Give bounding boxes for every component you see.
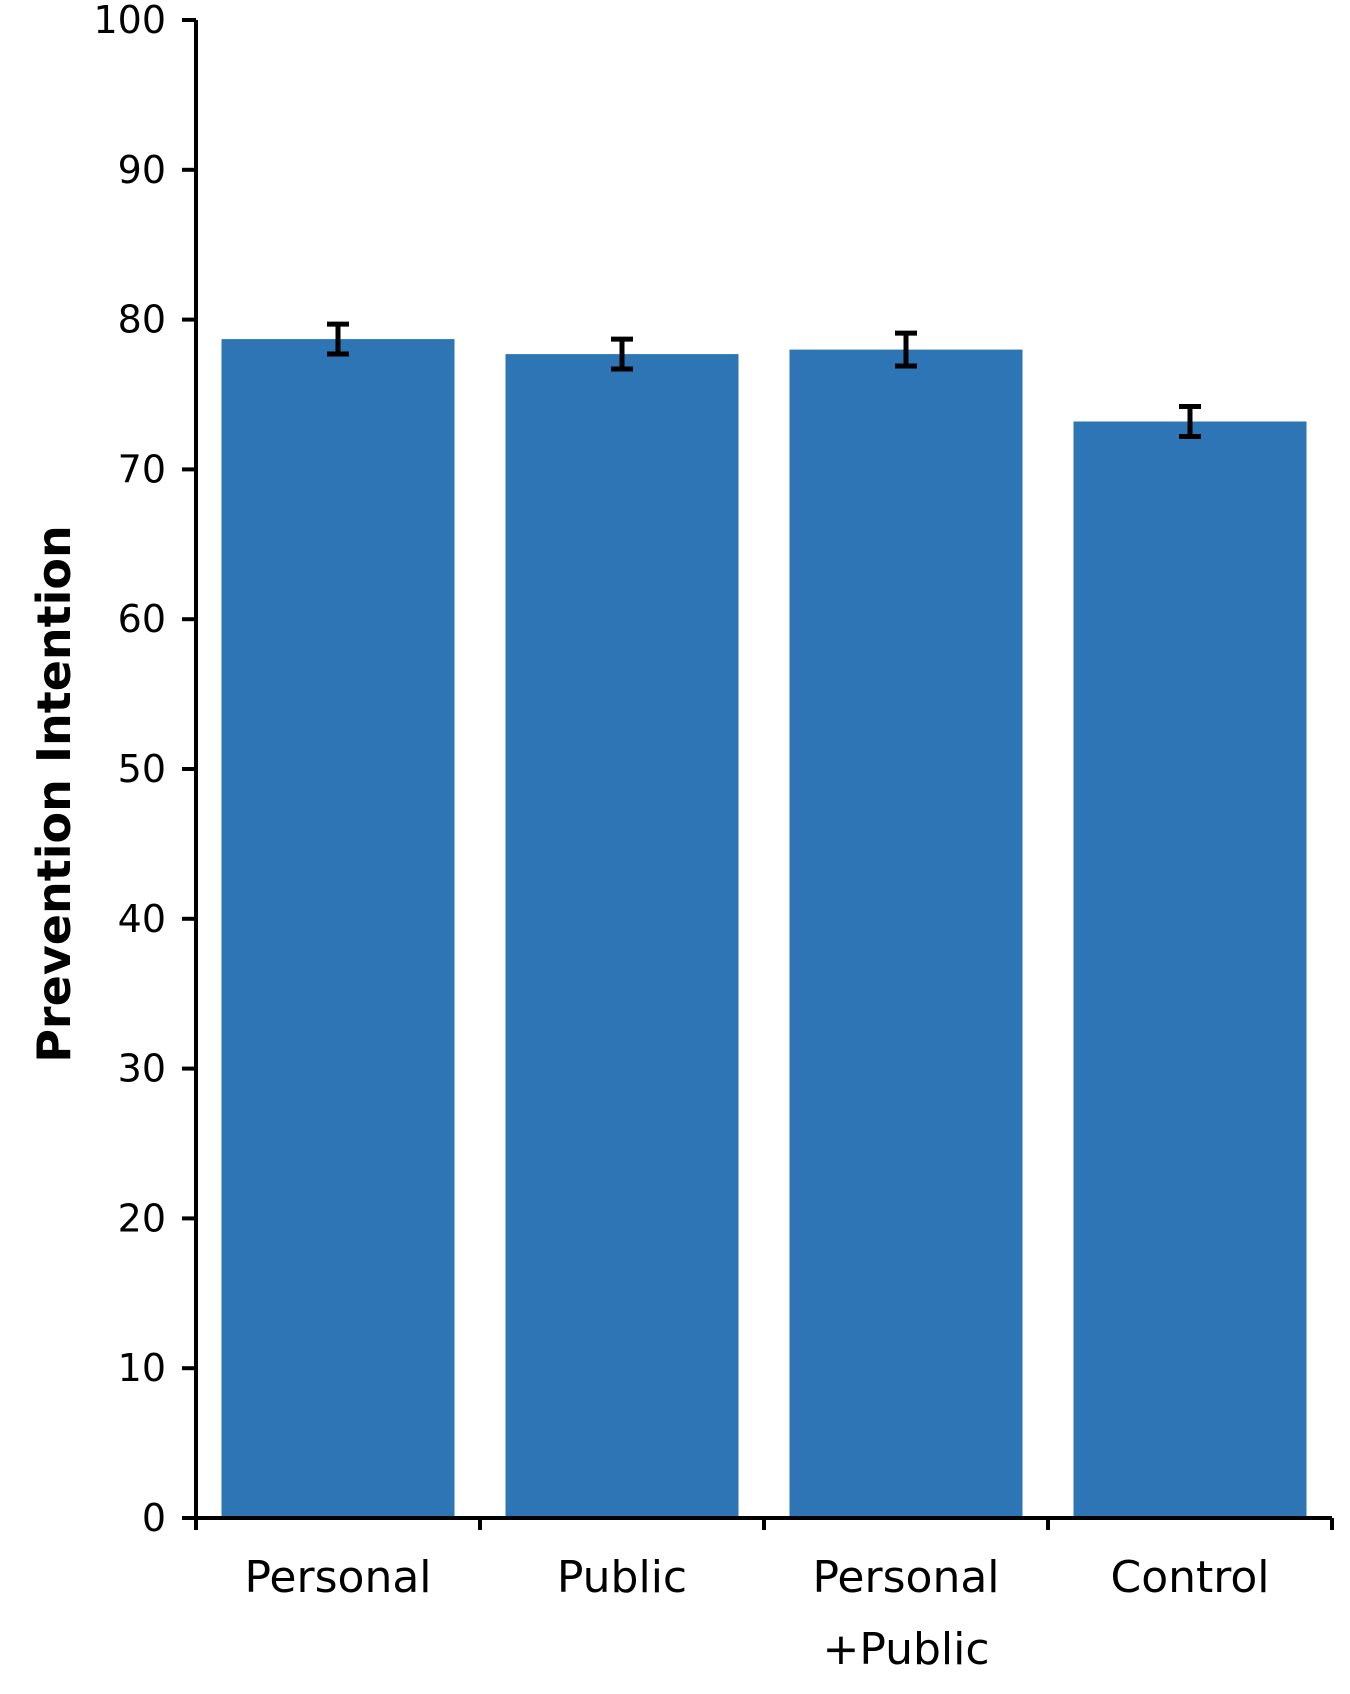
y-tick-label: 10	[118, 1346, 166, 1390]
y-tick-label: 70	[118, 447, 166, 491]
y-ticks-group: 0 10 20 30 40 50 60 70 80 90 100	[93, 0, 196, 1540]
y-tick-label: 50	[118, 747, 166, 791]
y-tick-label: 80	[118, 298, 166, 342]
y-tick-label: 60	[118, 597, 166, 641]
bar	[505, 354, 739, 1519]
x-category-label: Personal	[244, 1552, 431, 1603]
error-bar	[611, 336, 633, 372]
bar	[221, 339, 455, 1519]
y-tick-label: 0	[142, 1496, 166, 1540]
x-category-label: Personal	[812, 1552, 999, 1603]
error-bar	[327, 321, 349, 357]
y-tick-label: 40	[118, 897, 166, 941]
y-axis-title: Prevention Intention	[27, 525, 81, 1063]
x-category-label: +Public	[822, 1624, 989, 1675]
error-bars-group	[327, 321, 1201, 439]
bars-group	[221, 339, 1307, 1519]
y-tick-label: 100	[93, 0, 166, 42]
y-tick-label: 30	[118, 1047, 166, 1091]
y-tick-label: 20	[118, 1196, 166, 1240]
bar	[1073, 421, 1307, 1518]
error-bar	[1179, 403, 1201, 439]
error-bar	[895, 330, 917, 369]
x-category-label: Control	[1110, 1552, 1269, 1603]
bar	[789, 349, 1023, 1519]
x-labels-group: Personal Public Personal +Public Control	[244, 1552, 1269, 1675]
x-category-label: Public	[557, 1552, 687, 1603]
y-tick-label: 90	[118, 148, 166, 192]
